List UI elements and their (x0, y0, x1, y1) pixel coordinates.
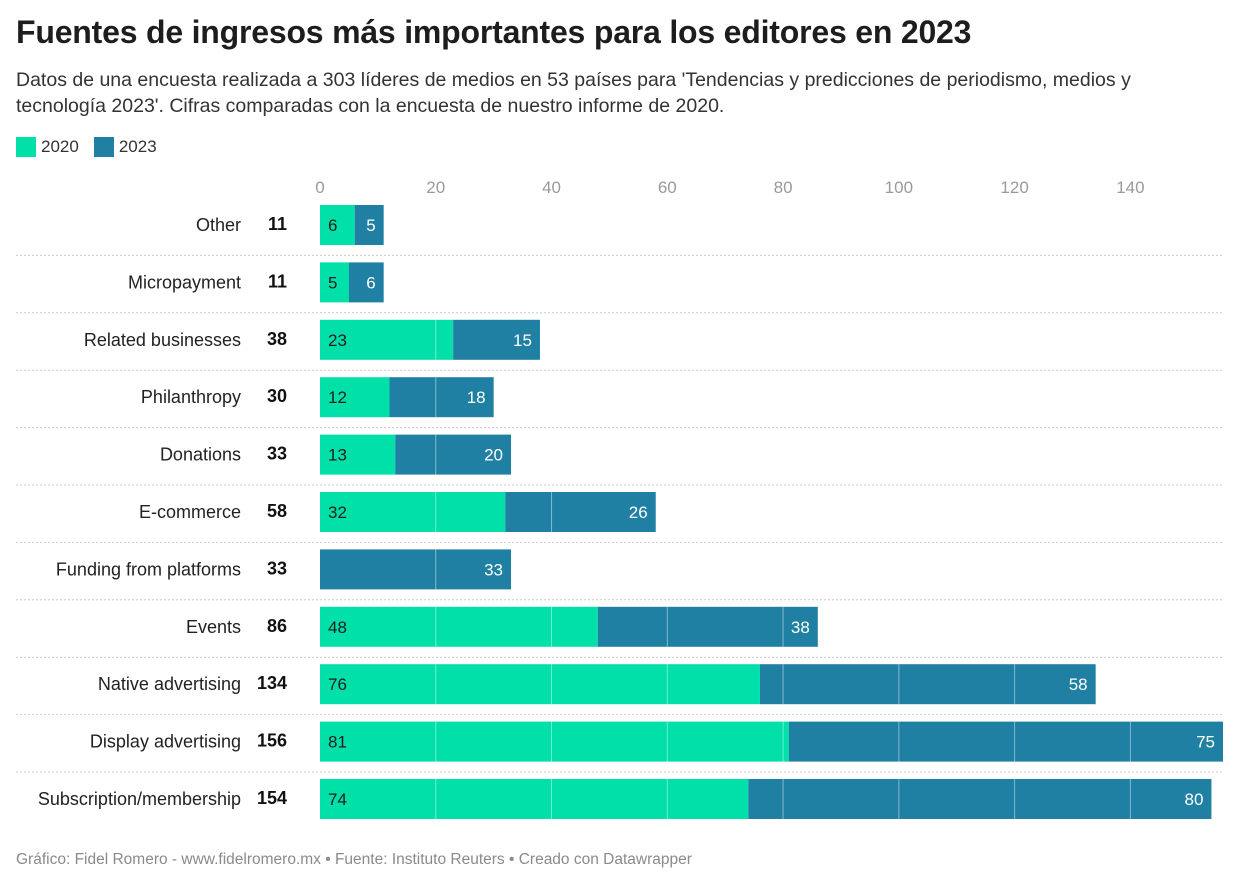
category-label: Micropayment (128, 272, 241, 292)
data-label-2023: 58 (1069, 675, 1088, 694)
bar-segment-2023 (354, 205, 384, 245)
chart-title: Fuentes de ingresos más importantes para… (16, 14, 972, 50)
data-label-2023: 6 (366, 273, 375, 292)
x-tick-label: 80 (774, 178, 793, 197)
data-label-2020: 12 (328, 388, 347, 407)
total-label: 11 (268, 271, 287, 291)
category-label: Philanthropy (141, 387, 241, 407)
category-label: Funding from platforms (56, 559, 241, 579)
total-label: 134 (257, 673, 287, 693)
data-label-2020: 6 (328, 216, 337, 235)
x-tick-label: 120 (1000, 178, 1028, 197)
category-label: Events (186, 617, 241, 637)
legend-label-2023: 2023 (118, 137, 157, 156)
x-tick-label: 40 (542, 178, 561, 197)
data-label-2020: 13 (328, 446, 347, 465)
bar-segment-2020 (320, 664, 760, 705)
bar-segment-2020 (320, 492, 506, 532)
x-tick-label: 0 (315, 178, 324, 197)
chart-subtitle: Datos de una encuesta realizada a 303 lí… (16, 69, 1131, 117)
legend: 2020 2023 (16, 136, 172, 158)
data-label-2020: 81 (328, 733, 347, 752)
bar-segment-2023 (748, 779, 1212, 819)
x-tick-label: 60 (658, 178, 677, 197)
legend-item-2023: 2023 (93, 137, 157, 157)
total-label: 33 (267, 558, 287, 578)
bar-segment-2023 (759, 664, 1096, 705)
legend-swatch-2023 (93, 137, 114, 157)
category-label: Related businesses (84, 330, 241, 350)
data-label-2023: 80 (1185, 790, 1204, 809)
total-label: 58 (267, 501, 287, 521)
bar-segment-2020 (320, 319, 454, 360)
bar-segment-2020 (320, 721, 789, 762)
bar-segment-2023 (788, 721, 1223, 762)
data-label-2023: 26 (629, 503, 648, 522)
bar-segment-2020 (320, 606, 598, 647)
data-label-2023: 18 (467, 388, 486, 407)
total-label: 86 (267, 616, 287, 636)
x-tick-label: 20 (426, 178, 445, 197)
legend-label-2020: 2020 (41, 137, 79, 156)
category-label: Native advertising (98, 674, 241, 694)
bar-segment-2023 (505, 492, 656, 532)
bar-segment-2023 (320, 549, 512, 590)
bar-segment-2023 (453, 319, 540, 360)
category-label: Subscription/membership (38, 789, 241, 809)
total-label: 30 (267, 386, 287, 406)
category-label: Other (196, 215, 241, 235)
data-label-2020: 76 (328, 675, 347, 694)
data-label-2023: 38 (791, 618, 810, 637)
category-label: Donations (160, 445, 241, 465)
bar-segment-2020 (320, 205, 355, 245)
data-label-2020: 74 (328, 790, 347, 809)
bar-segment-2020 (320, 434, 396, 475)
data-label-2023: 33 (484, 560, 503, 579)
bar-segment-2020 (320, 262, 349, 303)
x-tick-label: 100 (885, 178, 913, 197)
total-label: 11 (268, 214, 287, 234)
data-label-2023: 75 (1196, 733, 1215, 752)
data-label-2020: 5 (328, 273, 337, 292)
data-label-2020: 32 (328, 503, 347, 522)
bar-segment-2020 (320, 779, 749, 819)
data-label-2020: 48 (328, 618, 347, 637)
bar-segment-2020 (320, 377, 390, 418)
bar-segment-2023 (389, 377, 494, 418)
data-label-2020: 23 (328, 331, 347, 350)
bar-segment-2023 (348, 262, 384, 303)
total-label: 156 (257, 731, 287, 751)
data-label-2023: 15 (513, 331, 532, 350)
category-label: E-commerce (139, 502, 241, 522)
total-label: 38 (267, 329, 287, 349)
x-tick-label: 140 (1116, 178, 1144, 197)
bar-segment-2023 (395, 434, 512, 475)
bar-segment-2023 (597, 606, 818, 647)
chart-footer: Gráfico: Fidel Romero - www.fidelromero.… (16, 851, 692, 868)
total-label: 33 (267, 444, 287, 464)
legend-item-2020: 2020 (16, 137, 79, 157)
total-label: 154 (257, 788, 287, 808)
category-label: Display advertising (90, 732, 241, 752)
legend-swatch-2020 (16, 137, 36, 157)
data-label-2023: 20 (484, 446, 503, 465)
data-label-2023: 5 (366, 216, 375, 235)
